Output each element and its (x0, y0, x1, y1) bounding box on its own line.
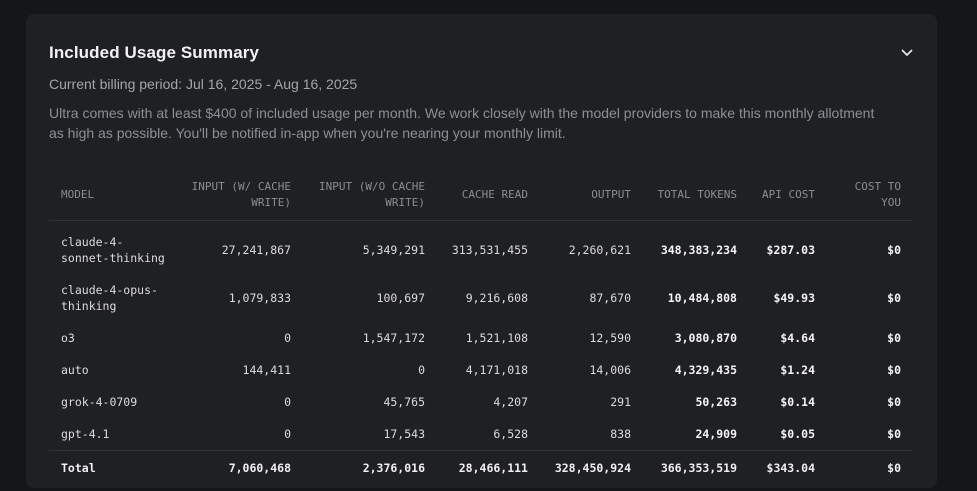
collapse-button[interactable] (897, 43, 917, 63)
cell-input-no-cache-write: 45,765 (383, 395, 425, 409)
cell-input-cache-write: 0 (284, 331, 291, 345)
cell-input-no-cache-write: 17,543 (383, 427, 425, 441)
cell-cost-to-you: $0 (887, 291, 901, 305)
total-label: Total (49, 450, 177, 484)
cell-cache-read: 9,216,608 (465, 291, 528, 305)
cell-api-cost: $1.24 (780, 363, 815, 377)
total-row: Total 7,060,468 2,376,016 28,466,111 328… (49, 450, 913, 484)
cell-input-no-cache-write: 1,547,172 (362, 331, 425, 345)
cell-model: claude-4-sonnet-thinking (61, 235, 165, 265)
cell-model: claude-4-opus-thinking (61, 283, 158, 313)
table-row: claude-4-sonnet-thinking 27,241,867 5,34… (49, 221, 913, 275)
cell-model: grok-4-0709 (61, 395, 138, 409)
header-total-tokens: TOTAL TOKENS (643, 171, 749, 221)
total-input-cache-write: 7,060,468 (177, 450, 303, 484)
cell-total-tokens: 10,484,808 (667, 291, 737, 305)
cell-output: 2,260,621 (568, 243, 631, 257)
header-cost-to-you: COST TO YOU (827, 171, 913, 221)
cell-total-tokens: 348,383,234 (660, 243, 737, 257)
cell-cache-read: 6,528 (493, 427, 528, 441)
cell-cache-read: 1,521,108 (465, 331, 528, 345)
header-model: MODEL (49, 171, 177, 221)
cell-api-cost: $49.93 (773, 291, 815, 305)
cell-api-cost: $287.03 (766, 243, 815, 257)
cell-cache-read: 313,531,455 (451, 243, 528, 257)
cell-input-no-cache-write: 5,349,291 (362, 243, 425, 257)
table-row: claude-4-opus-thinking 1,079,833 100,697… (49, 274, 913, 322)
cell-output: 87,670 (589, 291, 631, 305)
table-row: o3 0 1,547,172 1,521,108 12,590 3,080,87… (49, 322, 913, 354)
table-row: auto 144,411 0 4,171,018 14,006 4,329,43… (49, 354, 913, 386)
cell-cost-to-you: $0 (887, 331, 901, 345)
cell-model: gpt-4.1 (61, 427, 110, 441)
card-title: Included Usage Summary (49, 43, 260, 62)
cell-total-tokens: 24,909 (695, 427, 737, 441)
cell-cost-to-you: $0 (887, 395, 901, 409)
header-cache-read: CACHE READ (437, 171, 540, 221)
cell-input-no-cache-write: 0 (418, 363, 425, 377)
header-output: OUTPUT (540, 171, 643, 221)
cell-cost-to-you: $0 (887, 363, 901, 377)
cell-api-cost: $0.05 (780, 427, 815, 441)
chevron-down-icon (901, 49, 913, 56)
header-input-no-cache-write: INPUT (W/O CACHE WRITE) (303, 171, 437, 221)
cell-input-no-cache-write: 100,697 (376, 291, 425, 305)
usage-table: MODEL INPUT (W/ CACHE WRITE) INPUT (W/O … (49, 171, 913, 484)
cell-input-cache-write: 0 (284, 395, 291, 409)
total-input-no-cache-write: 2,376,016 (303, 450, 437, 484)
plan-description: Ultra comes with at least $400 of includ… (49, 105, 875, 141)
card-header: Included Usage Summary (49, 41, 913, 65)
cell-model: auto (61, 363, 89, 377)
cell-cost-to-you: $0 (887, 427, 901, 441)
table-row: grok-4-0709 0 45,765 4,207 291 50,263 $0… (49, 386, 913, 418)
header-api-cost: API COST (749, 171, 827, 221)
cell-total-tokens: 4,329,435 (674, 363, 737, 377)
total-total-tokens: 366,353,519 (643, 450, 749, 484)
header-input-cache-write: INPUT (W/ CACHE WRITE) (177, 171, 303, 221)
total-cache-read: 28,466,111 (437, 450, 540, 484)
cell-output: 12,590 (589, 331, 631, 345)
cell-output: 14,006 (589, 363, 631, 377)
total-api-cost: $343.04 (749, 450, 827, 484)
total-output: 328,450,924 (540, 450, 643, 484)
cell-cache-read: 4,207 (493, 395, 528, 409)
cell-model: o3 (61, 331, 75, 345)
cell-cost-to-you: $0 (887, 243, 901, 257)
cell-output: 291 (610, 395, 631, 409)
usage-summary-card: Included Usage Summary Current billing p… (26, 14, 937, 488)
cell-input-cache-write: 144,411 (242, 363, 291, 377)
cell-api-cost: $4.64 (780, 331, 815, 345)
cell-input-cache-write: 0 (284, 427, 291, 441)
cell-api-cost: $0.14 (780, 395, 815, 409)
billing-period: Current billing period: Jul 16, 2025 - A… (49, 76, 358, 92)
cell-total-tokens: 50,263 (695, 395, 737, 409)
table-header-row: MODEL INPUT (W/ CACHE WRITE) INPUT (W/O … (49, 171, 913, 221)
table-row: gpt-4.1 0 17,543 6,528 838 24,909 $0.05 … (49, 418, 913, 451)
cell-input-cache-write: 1,079,833 (228, 291, 291, 305)
cell-total-tokens: 3,080,870 (674, 331, 737, 345)
cell-input-cache-write: 27,241,867 (221, 243, 291, 257)
cell-cache-read: 4,171,018 (465, 363, 528, 377)
total-cost-to-you: $0 (827, 450, 913, 484)
cell-output: 838 (610, 427, 631, 441)
